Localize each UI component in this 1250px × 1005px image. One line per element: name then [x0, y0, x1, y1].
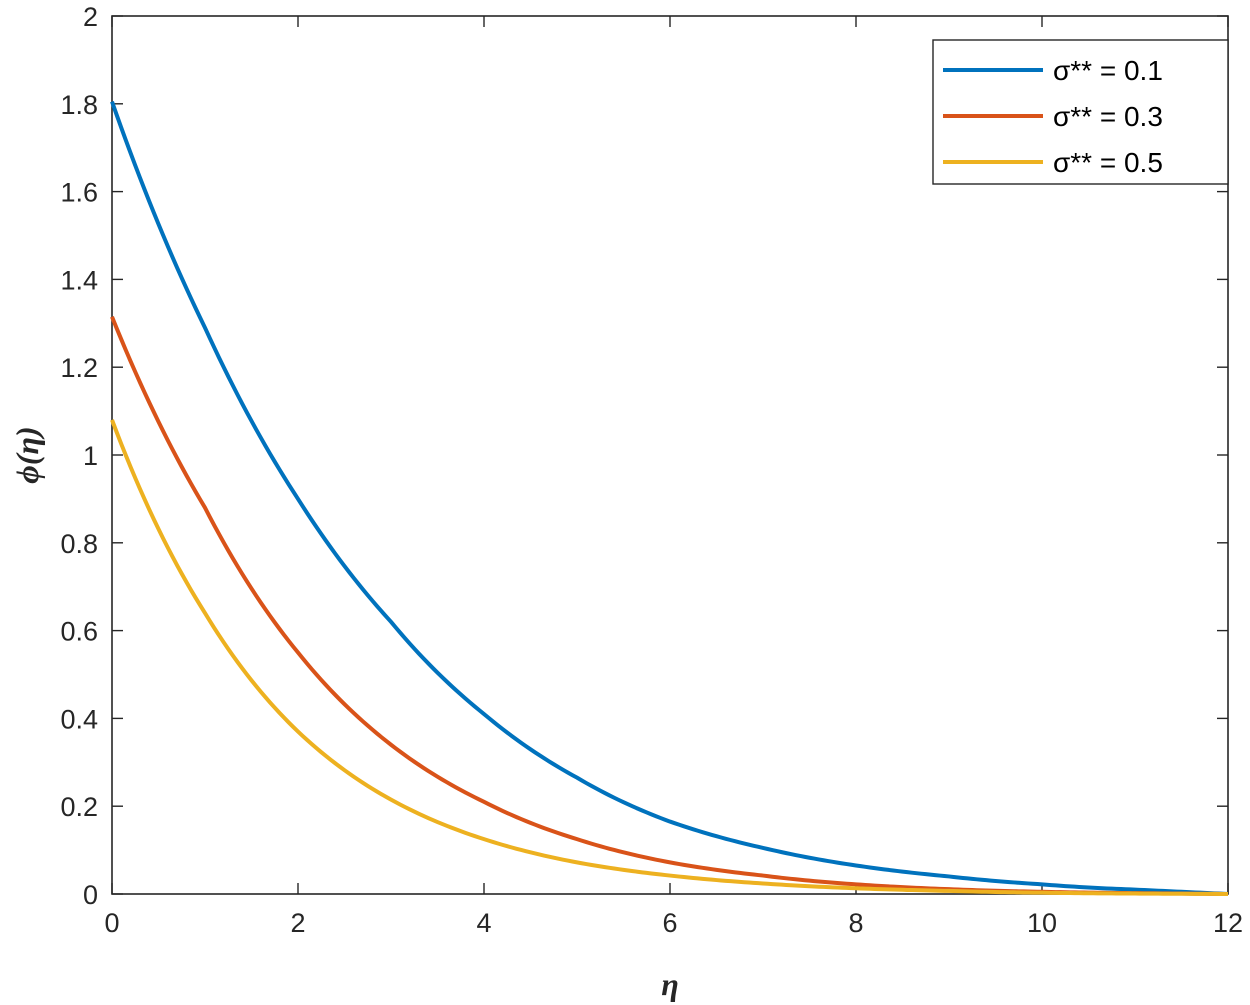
- x-tick-label: 12: [1213, 908, 1243, 938]
- x-axis-label: η: [661, 966, 679, 1002]
- y-tick-label: 1.4: [60, 265, 98, 295]
- y-tick-label: 0.4: [60, 704, 98, 734]
- y-tick-label: 1.8: [60, 90, 98, 120]
- series-lines: [110, 100, 1229, 896]
- x-tick-label: 0: [104, 908, 119, 938]
- y-tick-label: 1.2: [60, 353, 98, 383]
- y-tick-label: 0: [83, 880, 98, 910]
- legend-label-2: σ** = 0.3: [1053, 101, 1163, 132]
- x-tick-label: 4: [476, 908, 491, 938]
- legend-label-1: σ** = 0.1: [1053, 55, 1163, 86]
- y-tick-label: 1.6: [60, 178, 98, 208]
- legend: σ** = 0.1 σ** = 0.3 σ** = 0.5: [932, 39, 1229, 185]
- x-tick-label: 8: [848, 908, 863, 938]
- y-axis-label: ϕ(η): [9, 426, 45, 483]
- x-tick-label: 2: [290, 908, 305, 938]
- legend-label-3: σ** = 0.5: [1053, 147, 1163, 178]
- y-tick-label: 2: [83, 2, 98, 32]
- y-tick-label: 0.8: [60, 529, 98, 559]
- series-line-3: [110, 419, 1229, 896]
- x-tick-label: 10: [1027, 908, 1057, 938]
- axis-tick-labels: 0 2 4 6 8 10 12 0 0.2 0.4 0.6 0.8 1 1.2 1.4 1.6 1.8 2: [60, 2, 1243, 938]
- y-tick-label: 1: [83, 441, 98, 471]
- y-tick-label: 0.2: [60, 792, 98, 822]
- y-tick-label: 0.6: [60, 617, 98, 647]
- series-line-1: [110, 100, 1229, 896]
- x-tick-label: 6: [662, 908, 677, 938]
